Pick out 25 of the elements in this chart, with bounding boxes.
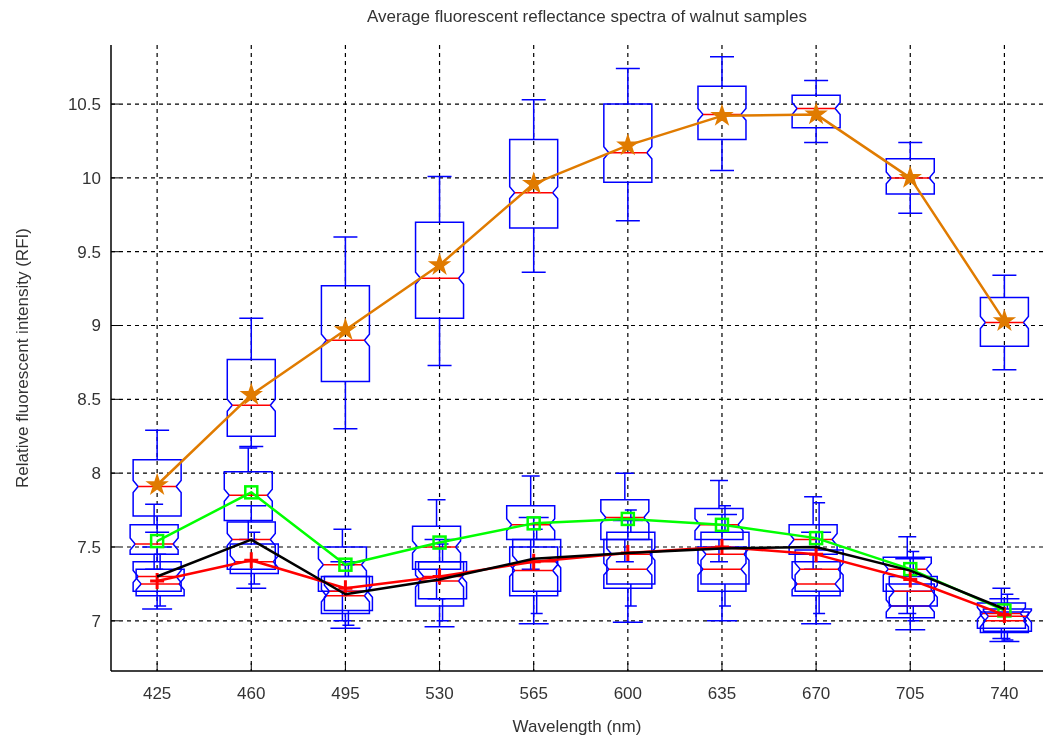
point [335,319,356,339]
y-tick-label: 8.5 [77,390,101,410]
x-tick-label: 635 [707,684,737,703]
x-tick-label: 705 [896,684,925,703]
x-tick-label: 565 [519,684,548,703]
x-tick-label: 600 [613,684,643,703]
x-tick-label: 740 [990,684,1019,703]
y-tick-label: 10 [82,168,101,188]
x-tick-label: 530 [425,684,454,703]
x-axis-title: Wavelength (nm) [512,717,642,736]
x-tick-label: 425 [142,684,172,703]
point [523,173,544,193]
y-tick-label: 10.5 [67,95,101,115]
point [713,537,731,557]
y-tick-label: 7 [91,611,101,631]
point [429,254,450,274]
y-tick-label: 7.5 [77,537,101,557]
chart-title: Average fluorescent reflectance spectra of walnut samples [366,7,808,26]
x-tick-label: 460 [237,684,266,703]
y-tick-label: 9.5 [77,242,101,262]
y-tick-label: 9 [91,316,101,336]
y-axis-title: Relative fluorescent intensity (RFI) [13,228,32,488]
y-tick-label: 8 [91,464,101,484]
x-tick-label: 670 [801,684,831,703]
x-tick-label: 495 [331,684,360,703]
